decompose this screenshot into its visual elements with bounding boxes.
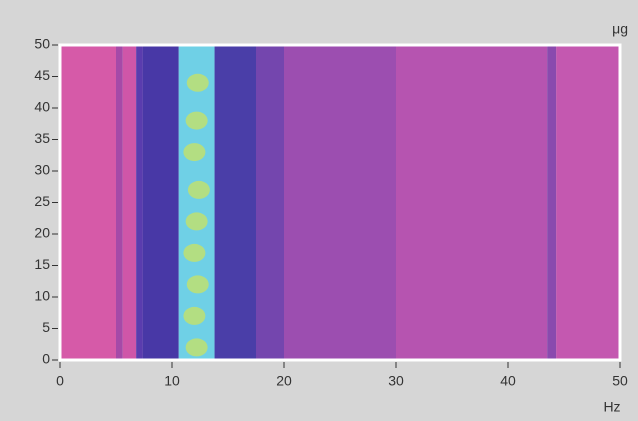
heatmap-band — [136, 45, 143, 360]
y-tick-label: 10 — [34, 288, 50, 304]
y-tick-label: 30 — [34, 162, 50, 178]
heatmap-band — [60, 45, 116, 360]
heatmap-band — [142, 45, 179, 360]
y-tick-label: 25 — [34, 193, 50, 209]
heatmap-blob — [185, 338, 208, 357]
y-unit-label: μg — [612, 21, 628, 37]
y-tick-label: 40 — [34, 99, 50, 115]
heatmap-band — [396, 45, 548, 360]
y-tick-label: 35 — [34, 130, 50, 146]
x-tick-label: 50 — [612, 373, 628, 389]
x-tick-label: 30 — [388, 373, 404, 389]
y-tick-label: 0 — [42, 351, 50, 367]
x-tick-label: 40 — [500, 373, 516, 389]
plot-frame — [58, 43, 622, 362]
heatmap-blob — [185, 111, 208, 130]
heatmap-blob — [185, 212, 208, 231]
x-unit-label: Hz — [603, 399, 620, 415]
heatmap-blob — [186, 73, 209, 92]
heatmap-band — [214, 45, 256, 360]
heatmap-band — [122, 45, 137, 360]
x-tick-label: 0 — [56, 373, 64, 389]
heatmap-blob — [186, 275, 209, 294]
heatmap-blob — [183, 306, 206, 325]
x-tick-label: 20 — [276, 373, 292, 389]
y-tick-label: 15 — [34, 256, 50, 272]
heatmap-band — [556, 45, 620, 360]
x-tick-label: 10 — [164, 373, 180, 389]
heatmap-band — [284, 45, 396, 360]
heatmap-band — [547, 45, 557, 360]
heatmap-band — [256, 45, 284, 360]
y-tick-label: 50 — [34, 36, 50, 52]
heatmap-blob — [183, 143, 206, 162]
heatmap-blob — [183, 243, 206, 262]
y-tick-label: 5 — [42, 319, 50, 335]
heatmap-band — [116, 45, 123, 360]
y-tick-label: 20 — [34, 225, 50, 241]
y-tick-label: 45 — [34, 67, 50, 83]
heatmap-blob — [187, 180, 210, 199]
